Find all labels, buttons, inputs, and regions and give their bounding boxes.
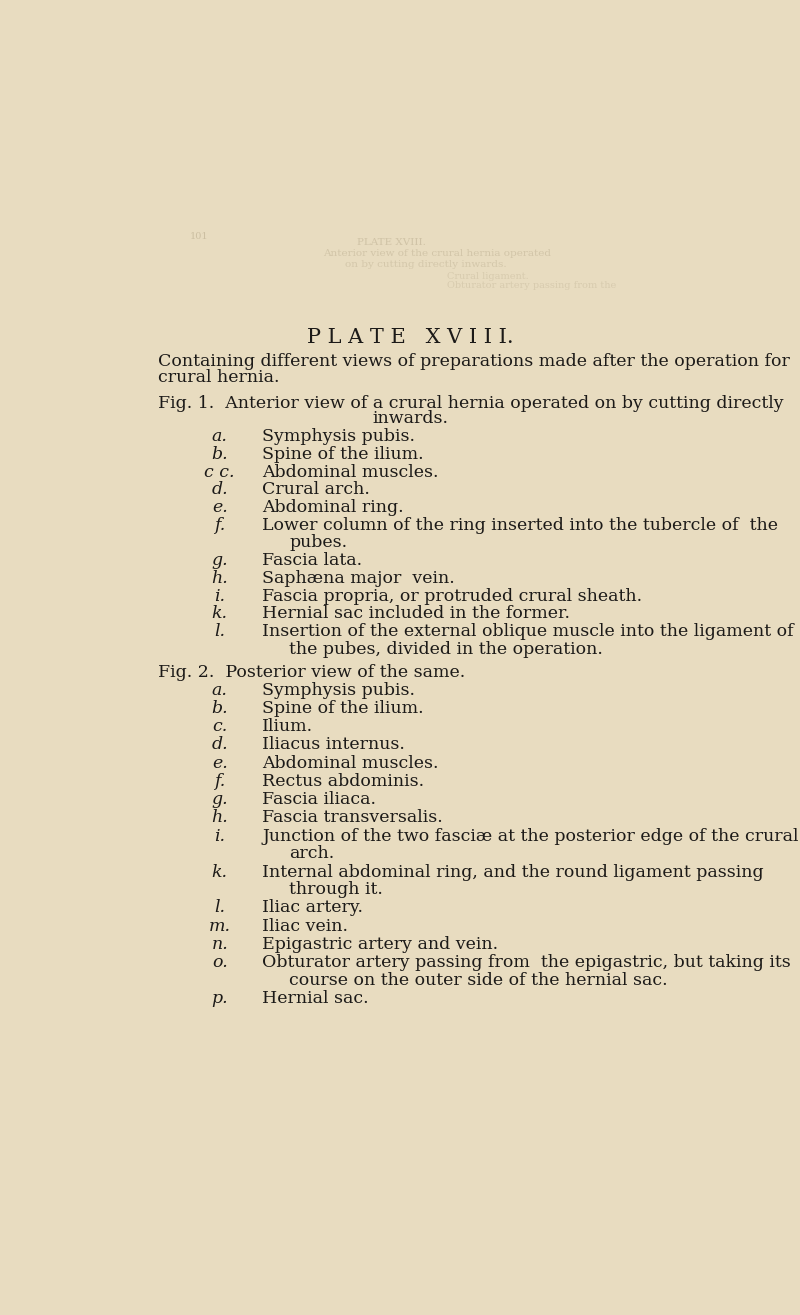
Text: Abdominal muscles.: Abdominal muscles. bbox=[262, 464, 439, 480]
Text: Fascia iliaca.: Fascia iliaca. bbox=[262, 792, 377, 809]
Text: Epigastric artery and vein.: Epigastric artery and vein. bbox=[262, 936, 498, 953]
Text: Iliac vein.: Iliac vein. bbox=[262, 918, 349, 935]
Text: b.: b. bbox=[211, 700, 228, 717]
Text: Junction of the two fasciæ at the posterior edge of the crural: Junction of the two fasciæ at the poster… bbox=[262, 827, 799, 844]
Text: f.: f. bbox=[214, 773, 226, 790]
Text: e.: e. bbox=[212, 755, 227, 772]
Text: Containing different views of preparations made after the operation for: Containing different views of preparatio… bbox=[158, 354, 790, 371]
Text: d.: d. bbox=[211, 736, 228, 753]
Text: Hernial sac.: Hernial sac. bbox=[262, 990, 369, 1007]
Text: f.: f. bbox=[214, 517, 226, 534]
Text: i.: i. bbox=[214, 827, 225, 844]
Text: Fig. 2.  Posterior view of the same.: Fig. 2. Posterior view of the same. bbox=[158, 664, 465, 681]
Text: Internal abdominal ring, and the round ligament passing: Internal abdominal ring, and the round l… bbox=[262, 864, 764, 881]
Text: Crural ligament.: Crural ligament. bbox=[447, 272, 529, 281]
Text: k.: k. bbox=[212, 605, 228, 622]
Text: d.: d. bbox=[211, 481, 228, 498]
Text: through it.: through it. bbox=[289, 881, 383, 898]
Text: c.: c. bbox=[212, 718, 227, 735]
Text: Fascia transversalis.: Fascia transversalis. bbox=[262, 809, 443, 826]
Text: pubes.: pubes. bbox=[289, 534, 347, 551]
Text: g.: g. bbox=[211, 552, 228, 569]
Text: Insertion of the external oblique muscle into the ligament of: Insertion of the external oblique muscle… bbox=[262, 623, 794, 640]
Text: on by cutting directly inwards.: on by cutting directly inwards. bbox=[345, 260, 506, 270]
Text: Obturator artery passing from the: Obturator artery passing from the bbox=[447, 281, 617, 291]
Text: Symphysis pubis.: Symphysis pubis. bbox=[262, 681, 415, 698]
Text: m.: m. bbox=[209, 918, 230, 935]
Text: l.: l. bbox=[214, 899, 225, 917]
Text: Anterior view of the crural hernia operated: Anterior view of the crural hernia opera… bbox=[323, 249, 551, 258]
Text: l.: l. bbox=[214, 623, 225, 640]
Text: Saphæna major  vein.: Saphæna major vein. bbox=[262, 569, 455, 586]
Text: Lower column of the ring inserted into the tubercle of  the: Lower column of the ring inserted into t… bbox=[262, 517, 778, 534]
Text: Spine of the ilium.: Spine of the ilium. bbox=[262, 700, 424, 717]
Text: c c.: c c. bbox=[205, 464, 235, 480]
Text: Abdominal muscles.: Abdominal muscles. bbox=[262, 755, 439, 772]
Text: Rectus abdominis.: Rectus abdominis. bbox=[262, 773, 425, 790]
Text: inwards.: inwards. bbox=[372, 410, 448, 427]
Text: Symphysis pubis.: Symphysis pubis. bbox=[262, 429, 415, 446]
Text: course on the outer side of the hernial sac.: course on the outer side of the hernial … bbox=[289, 972, 668, 989]
Text: h.: h. bbox=[211, 569, 228, 586]
Text: i.: i. bbox=[214, 588, 225, 605]
Text: o.: o. bbox=[212, 955, 227, 972]
Text: p.: p. bbox=[211, 990, 228, 1007]
Text: Fascia lata.: Fascia lata. bbox=[262, 552, 362, 569]
Text: Crural arch.: Crural arch. bbox=[262, 481, 370, 498]
Text: the pubes, divided in the operation.: the pubes, divided in the operation. bbox=[289, 640, 603, 658]
Text: k.: k. bbox=[212, 864, 228, 881]
Text: g.: g. bbox=[211, 792, 228, 809]
Text: e.: e. bbox=[212, 498, 227, 515]
Text: a.: a. bbox=[212, 681, 227, 698]
Text: 101: 101 bbox=[190, 231, 209, 241]
Text: Fig. 1.  Anterior view of a crural hernia operated on by cutting directly: Fig. 1. Anterior view of a crural hernia… bbox=[158, 394, 783, 412]
Text: h.: h. bbox=[211, 809, 228, 826]
Text: Iliacus internus.: Iliacus internus. bbox=[262, 736, 406, 753]
Text: arch.: arch. bbox=[289, 846, 334, 863]
Text: crural hernia.: crural hernia. bbox=[158, 370, 279, 387]
Text: Spine of the ilium.: Spine of the ilium. bbox=[262, 446, 424, 463]
Text: PLATE XVIII.: PLATE XVIII. bbox=[358, 238, 426, 247]
Text: P L A T E   X V I I I.: P L A T E X V I I I. bbox=[306, 327, 514, 347]
Text: a.: a. bbox=[212, 429, 227, 446]
Text: Hernial sac included in the former.: Hernial sac included in the former. bbox=[262, 605, 570, 622]
Text: n.: n. bbox=[211, 936, 228, 953]
Text: Abdominal ring.: Abdominal ring. bbox=[262, 498, 404, 515]
Text: Ilium.: Ilium. bbox=[262, 718, 314, 735]
Text: b.: b. bbox=[211, 446, 228, 463]
Text: Obturator artery passing from  the epigastric, but taking its: Obturator artery passing from the epigas… bbox=[262, 955, 791, 972]
Text: Fascia propria, or protruded crural sheath.: Fascia propria, or protruded crural shea… bbox=[262, 588, 642, 605]
Text: Iliac artery.: Iliac artery. bbox=[262, 899, 363, 917]
